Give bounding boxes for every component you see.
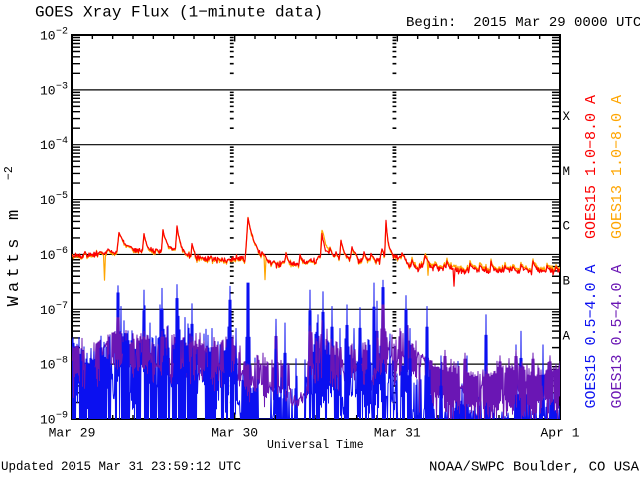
svg-text:−9: −9 bbox=[56, 411, 68, 422]
svg-text:−4: −4 bbox=[56, 136, 68, 147]
svg-text:10: 10 bbox=[40, 83, 56, 98]
svg-text:10: 10 bbox=[40, 303, 56, 318]
svg-text:GOES15 0.5−4.0 A: GOES15 0.5−4.0 A bbox=[583, 264, 600, 408]
svg-text:Begin: 2015 Mar 29 0000 UTC: Begin: 2015 Mar 29 0000 UTC bbox=[406, 15, 640, 31]
svg-text:Updated 2015 Mar 31 23:59:12 U: Updated 2015 Mar 31 23:59:12 UTC bbox=[1, 460, 241, 474]
svg-text:−2: −2 bbox=[3, 166, 16, 180]
svg-text:Apr 1: Apr 1 bbox=[540, 426, 579, 441]
svg-text:B: B bbox=[563, 275, 571, 289]
svg-text:M: M bbox=[563, 165, 571, 179]
svg-text:GOES13 0.5−4.0 A: GOES13 0.5−4.0 A bbox=[609, 264, 626, 408]
svg-text:C: C bbox=[563, 220, 571, 234]
svg-text:−2: −2 bbox=[56, 27, 68, 38]
svg-text:10: 10 bbox=[40, 413, 56, 428]
svg-text:Mar 31: Mar 31 bbox=[374, 426, 421, 441]
svg-text:Universal Time: Universal Time bbox=[267, 439, 364, 452]
svg-text:−6: −6 bbox=[56, 246, 68, 257]
svg-text:GOES13 1.0−8.0 A: GOES13 1.0−8.0 A bbox=[609, 95, 626, 239]
svg-text:GOES15 1.0−8.0 A: GOES15 1.0−8.0 A bbox=[583, 95, 600, 239]
svg-text:−3: −3 bbox=[56, 81, 68, 92]
svg-text:Watts m: Watts m bbox=[5, 206, 24, 307]
svg-text:10: 10 bbox=[40, 248, 56, 263]
svg-text:10: 10 bbox=[40, 193, 56, 208]
svg-text:10: 10 bbox=[40, 138, 56, 153]
svg-text:Mar 29: Mar 29 bbox=[49, 426, 96, 441]
svg-text:10: 10 bbox=[40, 29, 56, 44]
svg-text:−7: −7 bbox=[56, 301, 68, 312]
svg-text:A: A bbox=[563, 329, 571, 343]
svg-text:X: X bbox=[563, 110, 571, 124]
svg-text:Mar 30: Mar 30 bbox=[211, 426, 258, 441]
svg-text:10: 10 bbox=[40, 358, 56, 373]
svg-text:−8: −8 bbox=[56, 356, 68, 367]
svg-text:−5: −5 bbox=[56, 191, 68, 202]
svg-text:NOAA/SWPC Boulder, CO USA: NOAA/SWPC Boulder, CO USA bbox=[429, 460, 640, 476]
svg-text:GOES Xray Flux (1−minute data): GOES Xray Flux (1−minute data) bbox=[35, 4, 323, 22]
